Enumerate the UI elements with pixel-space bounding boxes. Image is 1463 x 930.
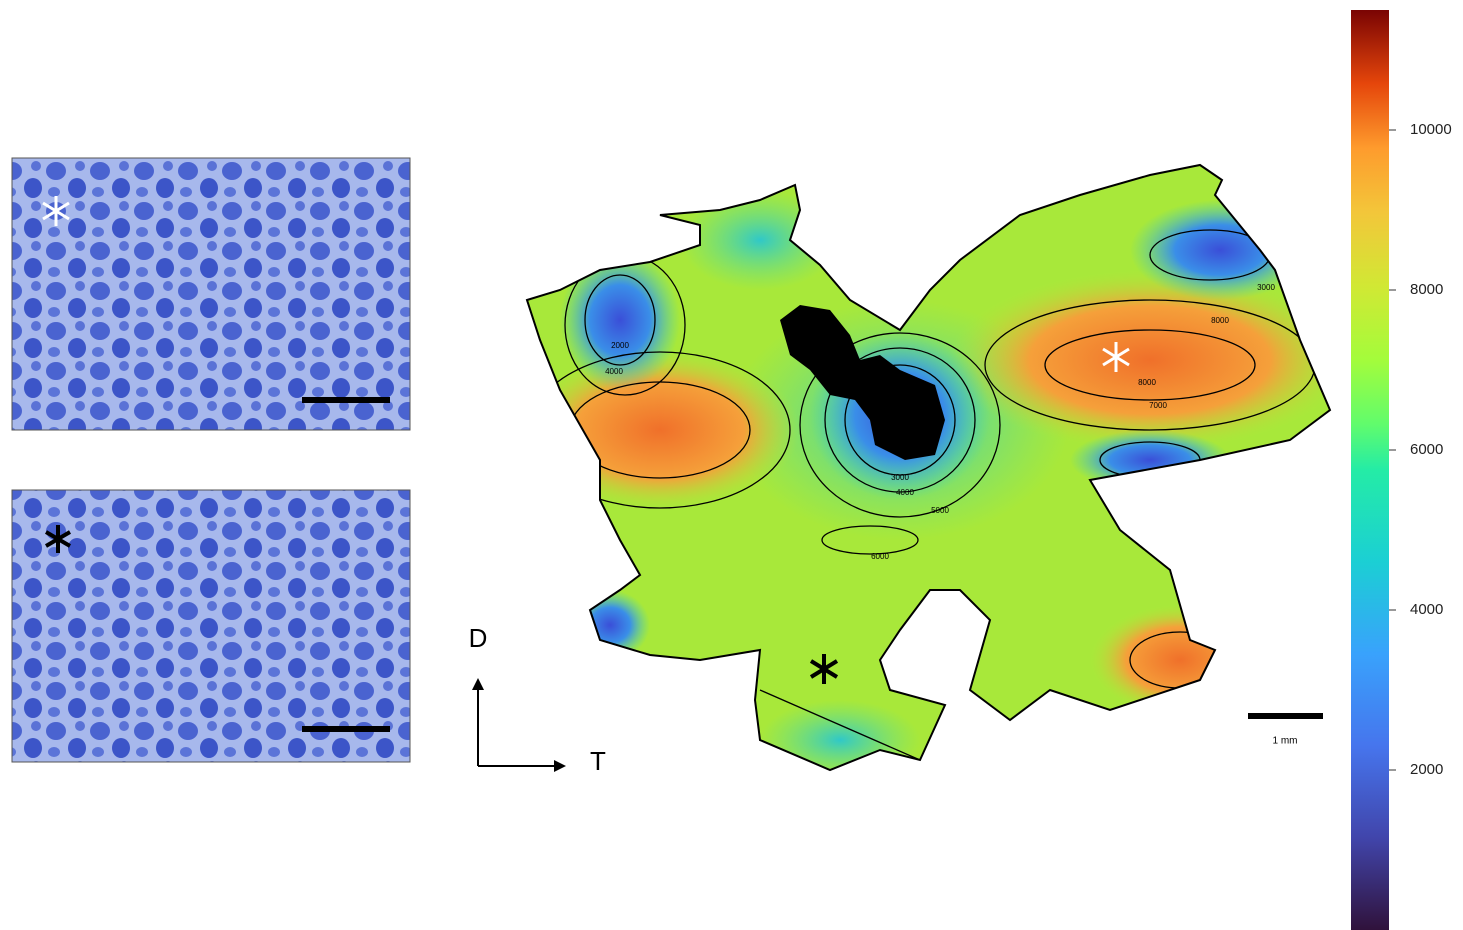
- micrograph-bottom: [12, 490, 410, 762]
- colorbar-tick-label: 2000: [1410, 761, 1443, 778]
- contour-label: 2000: [611, 341, 629, 350]
- colorbar-tick-label: 10000: [1410, 121, 1452, 138]
- contour-label: 8000: [1138, 378, 1156, 387]
- contour-label: 4000: [605, 367, 623, 376]
- scale-bar-label: 1 mm: [1273, 736, 1298, 747]
- contour-label: 3000: [1257, 283, 1275, 292]
- colorbar: [1351, 10, 1389, 930]
- page: D T 2000 4000 3000 8000 8000: [0, 0, 1463, 930]
- micrograph-top: [12, 158, 410, 430]
- contour-label: 5000: [931, 506, 949, 515]
- contour-label: 3000: [891, 473, 909, 482]
- topography-map: [520, 160, 1350, 780]
- contour-label: 7000: [1149, 401, 1167, 410]
- colorbar-tick-label: 4000: [1410, 601, 1443, 618]
- orientation-label: T: [590, 746, 606, 776]
- colorbar-tick-label: 8000: [1410, 281, 1443, 298]
- contour-label: 8000: [1211, 316, 1229, 325]
- colorbar-tick-label: 6000: [1410, 441, 1443, 458]
- figure: D T 2000 4000 3000 8000 8000: [0, 0, 1463, 930]
- colorbar-axis: 2000 4000 6000 8000 10000: [1389, 121, 1452, 778]
- orientation: [472, 678, 566, 772]
- contour-label: 6000: [871, 552, 889, 561]
- orientation-label: D: [469, 623, 488, 653]
- contour-label: 4000: [896, 488, 914, 497]
